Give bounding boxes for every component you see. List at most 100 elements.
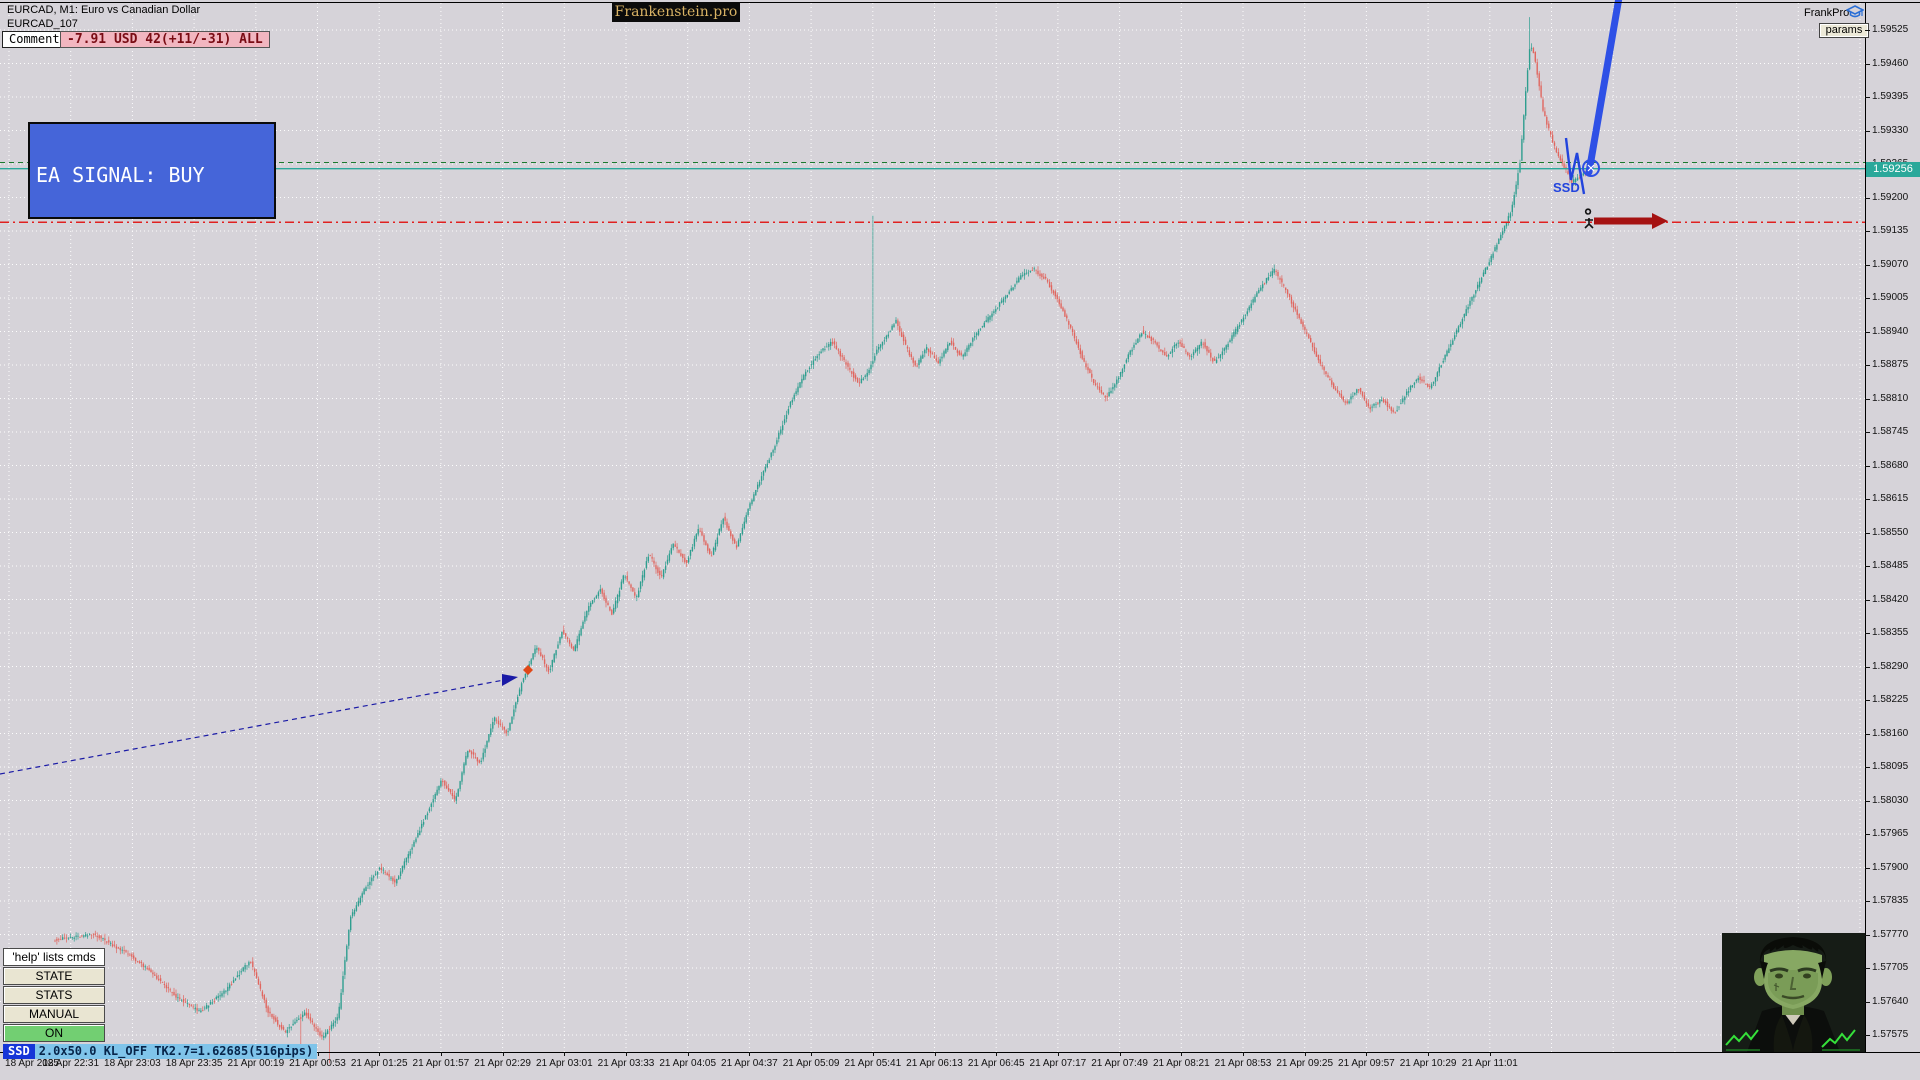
- time-tick: [1181, 1052, 1183, 1056]
- time-tick: [687, 1052, 689, 1056]
- watermark-label: Frankenstein.pro: [612, 2, 740, 22]
- time-axis-label: 18 Apr 2025: [5, 1058, 59, 1069]
- comment-button[interactable]: Comment: [2, 31, 67, 48]
- on-button[interactable]: ON: [3, 1024, 105, 1042]
- price-axis-label: 1.59200: [1872, 191, 1909, 203]
- comment-value: -7.91 USD 42(+11/-31) ALL: [60, 31, 270, 48]
- price-tick: [1865, 1001, 1870, 1003]
- price-axis-label: 1.59005: [1872, 292, 1909, 303]
- entry-marker: [523, 665, 533, 675]
- price-axis-label: 1.58940: [1872, 325, 1909, 337]
- time-tick: [934, 1052, 936, 1056]
- time-axis-label: 21 Apr 03:01: [535, 1058, 593, 1069]
- time-axis-label: 21 Apr 05:09: [782, 1058, 840, 1069]
- time-axis-label: 21 Apr 03:33: [597, 1058, 655, 1069]
- time-tick: [1489, 1052, 1491, 1056]
- ssd-status-tag: SSD: [3, 1044, 35, 1059]
- time-tick: [502, 1052, 504, 1056]
- price-axis-label: 1.57900: [1872, 861, 1909, 873]
- time-axis-label: 21 Apr 01:57: [412, 1058, 470, 1069]
- ssd-status-text: 2.0x50.0 KL_OFF TK2.7=1.62685(516pips): [34, 1044, 318, 1059]
- price-axis-label: 1.58420: [1872, 593, 1909, 605]
- ea-signal-box: EA SIGNAL: BUY Price: 1.59261 SL: 1.5915…: [28, 122, 276, 219]
- time-tick: [1304, 1052, 1306, 1056]
- price-tick: [1865, 432, 1870, 433]
- price-tick: [1865, 968, 1870, 969]
- params-button[interactable]: params: [1819, 23, 1869, 38]
- time-axis-label: 18 Apr 22:31: [42, 1058, 100, 1069]
- price-tick: [1865, 733, 1870, 735]
- person-marker-icon: [1584, 208, 1594, 229]
- price-tick: [1865, 834, 1870, 835]
- price-tick: [1865, 700, 1870, 701]
- price-tick: [1865, 666, 1870, 668]
- graduation-cap-icon: [1846, 5, 1864, 18]
- price-tick: [1865, 934, 1870, 936]
- time-axis-label: 21 Apr 04:37: [721, 1058, 778, 1069]
- price-axis-label: 1.58095: [1872, 761, 1909, 772]
- price-tick: [1865, 331, 1870, 333]
- time-axis-label: 21 Apr 00:19: [227, 1058, 285, 1069]
- price-axis-label: 1.58745: [1872, 426, 1909, 437]
- price-axis-label: 1.59330: [1872, 124, 1909, 136]
- price-tick: [1865, 532, 1870, 534]
- time-tick: [1366, 1052, 1368, 1056]
- price-axis-label: 1.57575: [1872, 1029, 1909, 1040]
- price-tick: [1865, 365, 1870, 366]
- price-axis-label: 1.58160: [1872, 727, 1909, 739]
- time-axis-label: 21 Apr 05:41: [844, 1058, 902, 1069]
- manual-button[interactable]: MANUAL: [3, 1005, 105, 1023]
- time-axis-label: 21 Apr 06:45: [967, 1058, 1025, 1069]
- state-button[interactable]: STATE: [3, 967, 105, 985]
- time-tick: [1428, 1052, 1430, 1056]
- help-button[interactable]: 'help' lists cmds: [3, 948, 105, 966]
- price-axis-label: 1.59525: [1872, 24, 1909, 35]
- time-axis-separator: [0, 1052, 1920, 1053]
- stats-button[interactable]: STATS: [3, 986, 105, 1004]
- price-tick: [1865, 30, 1870, 31]
- time-tick: [440, 1052, 442, 1056]
- trendline-arrowhead: [502, 674, 518, 686]
- price-tick: [1865, 231, 1870, 232]
- time-axis-label: 21 Apr 06:13: [906, 1058, 963, 1069]
- price-tick: [1865, 599, 1870, 601]
- time-tick: [379, 1052, 381, 1056]
- anchor-cross-icon: [1587, 164, 1595, 172]
- time-axis-label: 21 Apr 04:05: [659, 1058, 717, 1069]
- price-axis-label: 1.58355: [1872, 627, 1909, 638]
- price-axis-separator: [1865, 2, 1866, 1052]
- time-tick: [626, 1052, 627, 1056]
- time-axis-label: 21 Apr 11:01: [1461, 1058, 1518, 1069]
- anchor-circle: [1582, 159, 1600, 177]
- brand-name: FrankPro: [1804, 7, 1850, 19]
- price-axis-label: 1.58030: [1872, 794, 1909, 806]
- price-axis-label: 1.57965: [1872, 828, 1909, 839]
- time-axis-label: 21 Apr 02:29: [474, 1058, 531, 1069]
- price-axis-label: 1.58290: [1872, 660, 1909, 672]
- price-axis-label: 1.58875: [1872, 359, 1909, 370]
- price-axis-label: 1.58615: [1872, 493, 1909, 504]
- frankenstein-portrait: [1722, 933, 1865, 1052]
- price-tick: [1865, 867, 1870, 869]
- price-tick: [1865, 130, 1870, 132]
- price-tick: [1865, 298, 1870, 299]
- price-axis-label: 1.59070: [1872, 258, 1909, 270]
- time-tick: [872, 1052, 874, 1056]
- time-axis-label: 21 Apr 08:21: [1152, 1058, 1210, 1069]
- price-tick: [1865, 264, 1870, 266]
- current-price-tag: 1.59256: [1866, 161, 1920, 177]
- time-axis-label: 21 Apr 00:53: [289, 1058, 346, 1069]
- price-axis-label: 1.59135: [1872, 225, 1909, 236]
- symbol-title: EURCAD, M1: Euro vs Canadian Dollar: [7, 4, 201, 16]
- time-axis-label: 18 Apr 23:03: [104, 1058, 161, 1069]
- time-tick: [749, 1052, 751, 1056]
- price-tick: [1865, 499, 1870, 500]
- time-tick: [317, 1052, 319, 1056]
- bull-wicks: [62, 17, 1590, 1041]
- ssd-zigzag: [1564, 137, 1586, 195]
- red-direction-arrow: [1594, 213, 1668, 229]
- price-axis-label: 1.58810: [1872, 392, 1909, 404]
- price-axis-label: 1.58485: [1872, 560, 1909, 571]
